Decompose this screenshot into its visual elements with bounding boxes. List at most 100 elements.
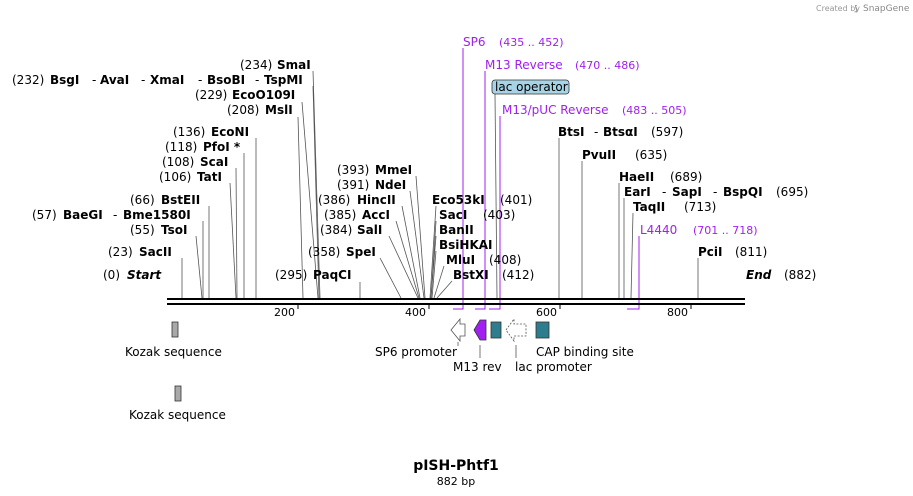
enzyme-pos: (391)	[337, 178, 369, 192]
enzyme-name: SmaI	[277, 58, 311, 72]
enzyme-name: PvuII	[582, 148, 616, 162]
primer-range: (470 .. 486)	[575, 59, 640, 72]
enzyme-name: BstEII	[161, 193, 200, 207]
enzyme-pos: (689)	[670, 170, 702, 184]
leader-tsoi	[195, 235, 203, 299]
enzyme-pos: (882)	[784, 268, 816, 282]
enzyme-pos: (229)	[195, 88, 227, 102]
enzyme-name: BstXI	[453, 268, 489, 282]
enzyme-name: Bme1580I	[123, 208, 191, 222]
leader-msli	[297, 116, 304, 299]
sp6-promoter-feature	[450, 317, 466, 343]
leader-taqii	[630, 212, 634, 299]
feature-label: CAP binding site	[536, 345, 634, 359]
enzyme-pos: (713)	[684, 200, 716, 214]
primer-sp6-line	[453, 48, 464, 310]
feature-label: Kozak sequence	[125, 345, 222, 359]
enzyme-pos: (401)	[500, 193, 532, 207]
feature-label: M13 rev	[453, 360, 502, 374]
enzyme-name: ScaI	[200, 155, 228, 169]
separator: -	[662, 185, 666, 199]
leader-eco53ki	[429, 205, 437, 299]
ruler-ticks	[297, 304, 692, 309]
leader-acci	[395, 220, 420, 299]
enzyme-leader-lines	[181, 70, 699, 299]
primer-name: M13/pUC Reverse	[502, 103, 609, 117]
start-label: Start	[127, 268, 162, 282]
enzyme-pos: (234)	[240, 58, 272, 72]
features: Kozak sequence Kozak sequence SP6 promot…	[125, 317, 634, 422]
enzyme-name: BspQI	[723, 185, 763, 199]
enzyme-name: SapI	[672, 185, 702, 199]
enzyme-pos: (66)	[130, 193, 155, 207]
enzyme-name: AccI	[362, 208, 390, 222]
enzyme-pos: (695)	[776, 185, 808, 199]
enzyme-pos: (597)	[651, 125, 683, 139]
lac-promoter-feature	[505, 317, 527, 343]
enzyme-pos: (811)	[735, 245, 767, 259]
enzyme-name: XmaI	[150, 73, 184, 87]
primer-labels: SP6 (435 .. 452) M13 Reverse (470 .. 486…	[463, 35, 758, 237]
enzyme-name: BsoBI	[207, 73, 245, 87]
leader-hincii	[401, 205, 421, 299]
separator: -	[113, 208, 117, 222]
enzyme-name: BanII	[439, 223, 474, 237]
enzyme-pos: (385)	[324, 208, 356, 222]
enzyme-name: MluI	[446, 253, 475, 267]
enzyme-pos: (55)	[130, 223, 155, 237]
enzyme-name: Eco53kI	[432, 193, 485, 207]
enzyme-name: SpeI	[346, 245, 376, 259]
enzyme-name: EcoNI	[211, 125, 249, 139]
leader-bstxi	[436, 280, 453, 299]
plasmid-title: pISH-Phtf1	[413, 458, 499, 474]
separator: -	[713, 185, 717, 199]
enzyme-name: NdeI	[375, 178, 406, 192]
enzyme-pos: (412)	[502, 268, 534, 282]
lac-operator-box	[491, 79, 570, 95]
feature-label: SP6 promoter	[375, 345, 457, 359]
enzyme-name: TsoI	[161, 223, 187, 237]
primer-m13puc-reverse-line	[489, 116, 501, 310]
ruler-tick-label: 600	[536, 306, 557, 319]
credit-prefix: Created by	[816, 4, 860, 13]
enzyme-pos: (358)	[308, 245, 340, 259]
enzyme-name: BtsαI	[603, 125, 638, 139]
enzyme-pos: (23)	[108, 245, 133, 259]
separator: -	[92, 73, 96, 87]
enzyme-name: PfoI *	[203, 140, 241, 154]
sequence-backbone: 200 400 600 800	[167, 298, 745, 319]
enzyme-pos: (408)	[489, 253, 521, 267]
enzyme-labels-right: BtsI - BtsαI (597) PvuII (635) HaeII (68…	[558, 125, 816, 282]
enzyme-pos: (136)	[173, 125, 205, 139]
enzyme-name: MslI	[265, 103, 293, 117]
enzyme-labels-middle: (393) MmeI (391) NdeI (386) HincII (385)…	[275, 163, 534, 282]
enzyme-pos: (635)	[635, 148, 667, 162]
enzyme-pos: (208)	[227, 103, 259, 117]
enzyme-pos: (118)	[165, 140, 197, 154]
separator: -	[141, 73, 145, 87]
separator: -	[594, 125, 598, 139]
leader-bsgi	[312, 85, 320, 299]
enzyme-name: PciI	[698, 245, 723, 259]
leader-bsihkai	[431, 250, 437, 299]
leader-banii	[430, 235, 437, 299]
enzyme-name: BsgI	[50, 73, 79, 87]
leader-ndei	[409, 190, 425, 299]
primer-name: SP6	[463, 35, 486, 49]
primer-name: L4440	[640, 223, 677, 237]
enzyme-pos: (386)	[318, 193, 350, 207]
primer-m13-reverse-line	[475, 71, 486, 310]
enzyme-pos: (108)	[162, 155, 194, 169]
enzyme-pos: (57)	[32, 208, 57, 222]
enzyme-pos: (295)	[275, 268, 307, 282]
primer-range: (435 .. 452)	[499, 36, 564, 49]
ruler-tick-label: 800	[667, 306, 688, 319]
m13-rev-feature	[473, 319, 487, 341]
feature-label: Kozak sequence	[129, 408, 226, 422]
enzyme-pos: (403)	[483, 208, 515, 222]
enzyme-labels-left: (234) SmaI (232) BsgI - AvaI - XmaI - Bs…	[12, 58, 311, 282]
enzyme-pos: (232)	[12, 73, 44, 87]
enzyme-name: BtsI	[558, 125, 585, 139]
leader-spei	[379, 257, 402, 299]
